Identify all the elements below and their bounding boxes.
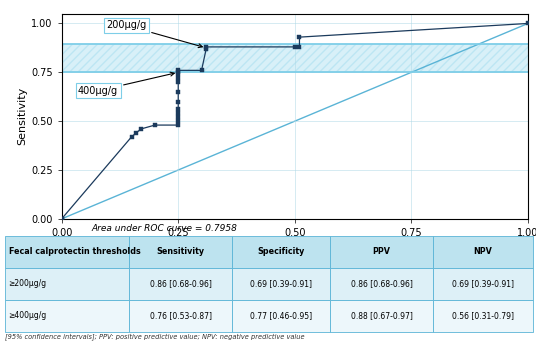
- Text: ≥200μg/g: ≥200μg/g: [9, 279, 47, 288]
- Text: PPV: PPV: [373, 248, 391, 256]
- Bar: [233, 236, 330, 268]
- Text: 0.69 [0.39-0.91]: 0.69 [0.39-0.91]: [452, 279, 514, 288]
- Bar: [129, 236, 233, 268]
- Bar: [129, 300, 233, 332]
- Bar: [233, 268, 330, 300]
- Text: [95% confidence intervals]; PPV: positive predictive value; NPV: negative predic: [95% confidence intervals]; PPV: positiv…: [5, 333, 305, 340]
- Text: Sensitivity: Sensitivity: [157, 248, 205, 256]
- Bar: [433, 268, 533, 300]
- X-axis label: 1-Specificity: 1-Specificity: [260, 244, 329, 253]
- Text: 0.76 [0.53-0.87]: 0.76 [0.53-0.87]: [150, 311, 212, 320]
- Bar: [129, 268, 233, 300]
- Text: 0.77 [0.46-0.95]: 0.77 [0.46-0.95]: [250, 311, 312, 320]
- Text: ≥400μg/g: ≥400μg/g: [9, 311, 47, 320]
- Text: Area under ROC curve = 0.7958: Area under ROC curve = 0.7958: [91, 224, 237, 233]
- Bar: [330, 300, 433, 332]
- Bar: [330, 236, 433, 268]
- Y-axis label: Sensitivity: Sensitivity: [17, 87, 27, 145]
- Bar: [5, 236, 129, 268]
- Bar: [5, 268, 129, 300]
- Text: Specificity: Specificity: [257, 248, 305, 256]
- Bar: [330, 268, 433, 300]
- Text: 0.56 [0.31-0.79]: 0.56 [0.31-0.79]: [452, 311, 514, 320]
- Bar: [5, 300, 129, 332]
- Bar: [433, 236, 533, 268]
- Text: 200μg/g: 200μg/g: [106, 20, 202, 48]
- Text: 0.69 [0.39-0.91]: 0.69 [0.39-0.91]: [250, 279, 312, 288]
- Text: 400μg/g: 400μg/g: [78, 72, 174, 96]
- Text: 0.86 [0.68-0.96]: 0.86 [0.68-0.96]: [351, 279, 413, 288]
- Text: 0.88 [0.67-0.97]: 0.88 [0.67-0.97]: [351, 311, 413, 320]
- Bar: [433, 300, 533, 332]
- Text: Fecal calprotectin thresholds: Fecal calprotectin thresholds: [9, 248, 140, 256]
- Text: 0.86 [0.68-0.96]: 0.86 [0.68-0.96]: [150, 279, 212, 288]
- Bar: [233, 300, 330, 332]
- Text: NPV: NPV: [474, 248, 493, 256]
